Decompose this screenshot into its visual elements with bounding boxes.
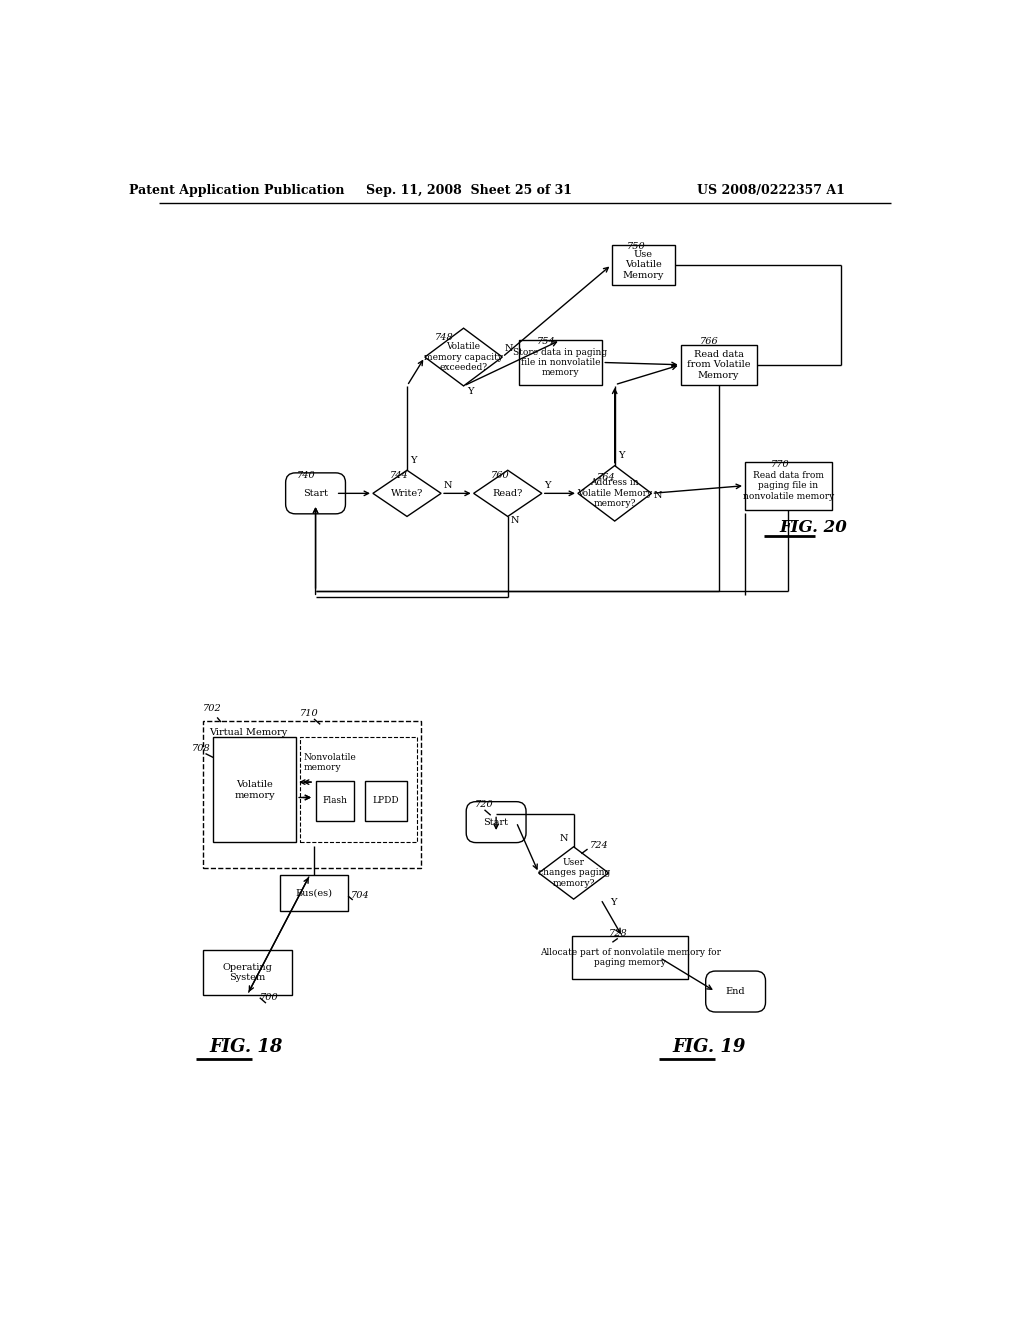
Text: 744: 744 xyxy=(390,471,409,480)
Text: 700: 700 xyxy=(260,993,279,1002)
Text: Store data in paging
file in nonvolatile
memory: Store data in paging file in nonvolatile… xyxy=(513,347,607,378)
Text: Read?: Read? xyxy=(493,488,523,498)
Text: Patent Application Publication: Patent Application Publication xyxy=(129,185,344,197)
Text: 740: 740 xyxy=(297,471,315,480)
Text: Flash: Flash xyxy=(323,796,348,805)
Text: Address in
Volatile Memory
memory?: Address in Volatile Memory memory? xyxy=(578,478,652,508)
FancyBboxPatch shape xyxy=(280,875,348,911)
Text: 754: 754 xyxy=(537,337,555,346)
Polygon shape xyxy=(578,466,651,521)
Text: Y: Y xyxy=(467,387,473,396)
Polygon shape xyxy=(425,329,503,385)
FancyBboxPatch shape xyxy=(518,341,602,385)
Text: FIG. 18: FIG. 18 xyxy=(209,1038,283,1056)
Text: Read data from
paging file in
nonvolatile memory: Read data from paging file in nonvolatil… xyxy=(742,471,834,500)
Text: LPDD: LPDD xyxy=(373,796,399,805)
Text: 766: 766 xyxy=(700,337,719,346)
Text: N: N xyxy=(505,345,513,352)
Text: Y: Y xyxy=(544,480,551,490)
FancyBboxPatch shape xyxy=(366,780,407,821)
FancyBboxPatch shape xyxy=(681,345,757,385)
Text: Bus(es): Bus(es) xyxy=(296,888,333,898)
Text: FIG. 19: FIG. 19 xyxy=(673,1038,746,1056)
Text: 760: 760 xyxy=(490,471,510,480)
FancyBboxPatch shape xyxy=(744,462,831,510)
Text: Virtual Memory: Virtual Memory xyxy=(209,729,288,738)
Text: Y: Y xyxy=(617,451,625,459)
FancyBboxPatch shape xyxy=(203,721,421,869)
FancyBboxPatch shape xyxy=(466,801,526,842)
Polygon shape xyxy=(539,847,608,899)
Text: Read data
from Volatile
Memory: Read data from Volatile Memory xyxy=(687,350,751,380)
Text: Allocate part of nonvolatile memory for
paging memory: Allocate part of nonvolatile memory for … xyxy=(540,948,721,968)
Text: 710: 710 xyxy=(300,709,318,718)
Polygon shape xyxy=(474,470,542,516)
Text: 770: 770 xyxy=(771,461,790,470)
Text: N: N xyxy=(511,516,519,524)
Text: FIG. 20: FIG. 20 xyxy=(779,520,847,536)
Text: N: N xyxy=(443,480,452,490)
FancyBboxPatch shape xyxy=(706,972,766,1012)
Text: N: N xyxy=(560,834,568,842)
FancyBboxPatch shape xyxy=(203,950,292,995)
Text: 702: 702 xyxy=(203,705,222,713)
Text: Y: Y xyxy=(610,899,616,907)
Text: 724: 724 xyxy=(590,841,608,850)
Text: Operating
System: Operating System xyxy=(222,962,272,982)
FancyBboxPatch shape xyxy=(572,936,688,979)
Text: 720: 720 xyxy=(475,800,494,809)
Text: Volatile
memory: Volatile memory xyxy=(234,780,275,800)
FancyBboxPatch shape xyxy=(286,473,345,513)
FancyBboxPatch shape xyxy=(213,738,296,842)
Text: Use
Volatile
Memory: Use Volatile Memory xyxy=(623,249,664,280)
Text: 728: 728 xyxy=(608,929,628,939)
Text: Write?: Write? xyxy=(391,488,423,498)
Text: 750: 750 xyxy=(627,243,645,251)
Text: Volatile
memory capacity
exceeded?: Volatile memory capacity exceeded? xyxy=(424,342,503,372)
FancyBboxPatch shape xyxy=(611,244,675,285)
Text: 764: 764 xyxy=(597,474,615,482)
Text: Nonvolatile
memory: Nonvolatile memory xyxy=(304,752,356,772)
Text: N: N xyxy=(654,491,663,500)
Text: Sep. 11, 2008  Sheet 25 of 31: Sep. 11, 2008 Sheet 25 of 31 xyxy=(366,185,572,197)
Polygon shape xyxy=(373,470,441,516)
Text: 704: 704 xyxy=(350,891,370,900)
Text: 748: 748 xyxy=(435,333,454,342)
Text: 708: 708 xyxy=(191,744,210,754)
FancyBboxPatch shape xyxy=(300,738,417,842)
Text: US 2008/0222357 A1: US 2008/0222357 A1 xyxy=(697,185,845,197)
Text: User
changes paging
memory?: User changes paging memory? xyxy=(538,858,609,888)
Text: Start: Start xyxy=(483,817,509,826)
Text: Y: Y xyxy=(410,455,417,465)
FancyBboxPatch shape xyxy=(316,780,354,821)
Text: End: End xyxy=(726,987,745,997)
Text: Start: Start xyxy=(303,488,328,498)
